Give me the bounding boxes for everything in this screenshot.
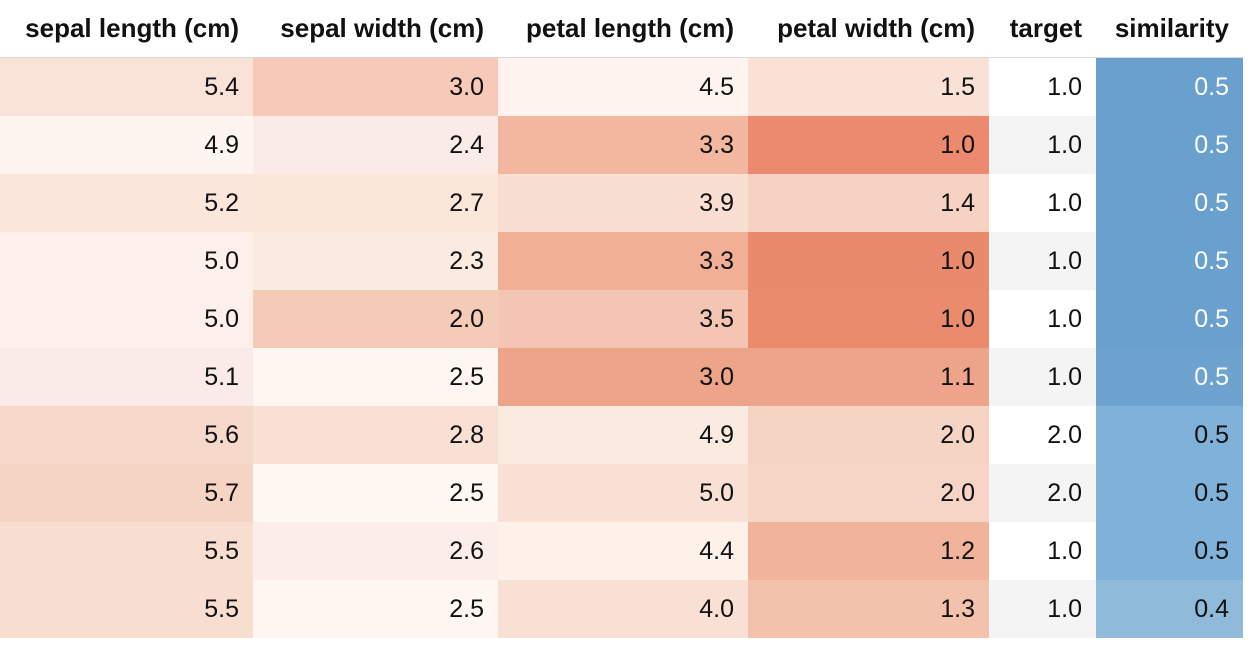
cell-sepal-length: 5.0 [0, 290, 253, 348]
cell-similarity: 0.5 [1096, 174, 1243, 232]
cell-similarity: 0.4 [1096, 580, 1243, 638]
cell-target: 1.0 [989, 522, 1096, 580]
cell-target: 1.0 [989, 116, 1096, 174]
cell-similarity: 0.5 [1096, 464, 1243, 522]
cell-petal-width: 1.0 [748, 116, 989, 174]
cell-sepal-width: 2.5 [253, 348, 498, 406]
cell-sepal-width: 3.0 [253, 57, 498, 116]
cell-petal-length: 3.5 [498, 290, 748, 348]
cell-sepal-length: 5.1 [0, 348, 253, 406]
cell-petal-length: 4.4 [498, 522, 748, 580]
cell-sepal-length: 4.9 [0, 116, 253, 174]
cell-similarity: 0.5 [1096, 348, 1243, 406]
table-row: 5.1 2.5 3.0 1.1 1.0 0.5 [0, 348, 1243, 406]
cell-petal-length: 4.5 [498, 57, 748, 116]
column-header-sepal-width[interactable]: sepal width (cm) [253, 0, 498, 58]
cell-sepal-width: 2.6 [253, 522, 498, 580]
similarity-table: sepal length (cm) sepal width (cm) petal… [0, 0, 1243, 638]
cell-sepal-width: 2.8 [253, 406, 498, 464]
cell-sepal-length: 5.5 [0, 580, 253, 638]
cell-petal-length: 3.9 [498, 174, 748, 232]
cell-similarity: 0.5 [1096, 232, 1243, 290]
cell-sepal-width: 2.7 [253, 174, 498, 232]
cell-petal-length: 3.3 [498, 232, 748, 290]
column-header-petal-length[interactable]: petal length (cm) [498, 0, 748, 58]
header-row: sepal length (cm) sepal width (cm) petal… [0, 0, 1243, 58]
cell-petal-length: 3.3 [498, 116, 748, 174]
table-row: 5.5 2.5 4.0 1.3 1.0 0.4 [0, 580, 1243, 638]
cell-sepal-width: 2.3 [253, 232, 498, 290]
cell-target: 1.0 [989, 57, 1096, 116]
table-row: 5.2 2.7 3.9 1.4 1.0 0.5 [0, 174, 1243, 232]
cell-petal-width: 1.2 [748, 522, 989, 580]
cell-sepal-length: 5.7 [0, 464, 253, 522]
cell-sepal-length: 5.6 [0, 406, 253, 464]
cell-sepal-width: 2.4 [253, 116, 498, 174]
cell-sepal-length: 5.2 [0, 174, 253, 232]
cell-petal-length: 5.0 [498, 464, 748, 522]
table-row: 5.6 2.8 4.9 2.0 2.0 0.5 [0, 406, 1243, 464]
cell-petal-width: 1.0 [748, 290, 989, 348]
cell-target: 2.0 [989, 464, 1096, 522]
table-row: 5.0 2.3 3.3 1.0 1.0 0.5 [0, 232, 1243, 290]
column-header-target[interactable]: target [989, 0, 1096, 58]
cell-target: 2.0 [989, 406, 1096, 464]
cell-petal-width: 1.4 [748, 174, 989, 232]
cell-petal-width: 1.0 [748, 232, 989, 290]
cell-sepal-width: 2.5 [253, 580, 498, 638]
cell-sepal-width: 2.0 [253, 290, 498, 348]
cell-similarity: 0.5 [1096, 116, 1243, 174]
cell-sepal-length: 5.4 [0, 57, 253, 116]
cell-petal-length: 4.9 [498, 406, 748, 464]
cell-petal-width: 2.0 [748, 464, 989, 522]
column-header-sepal-length[interactable]: sepal length (cm) [0, 0, 253, 58]
cell-petal-width: 1.3 [748, 580, 989, 638]
table-row: 5.7 2.5 5.0 2.0 2.0 0.5 [0, 464, 1243, 522]
column-header-petal-width[interactable]: petal width (cm) [748, 0, 989, 58]
cell-petal-width: 1.1 [748, 348, 989, 406]
cell-petal-length: 3.0 [498, 348, 748, 406]
cell-target: 1.0 [989, 348, 1096, 406]
table-body: 5.4 3.0 4.5 1.5 1.0 0.5 4.9 2.4 3.3 1.0 1.0 0.5 5.2 2… [0, 57, 1243, 638]
cell-similarity: 0.5 [1096, 406, 1243, 464]
cell-sepal-width: 2.5 [253, 464, 498, 522]
cell-sepal-length: 5.0 [0, 232, 253, 290]
cell-sepal-length: 5.5 [0, 522, 253, 580]
cell-petal-length: 4.0 [498, 580, 748, 638]
table-row: 5.5 2.6 4.4 1.2 1.0 0.5 [0, 522, 1243, 580]
cell-petal-width: 2.0 [748, 406, 989, 464]
cell-target: 1.0 [989, 580, 1096, 638]
column-header-similarity[interactable]: similarity [1096, 0, 1243, 58]
cell-target: 1.0 [989, 232, 1096, 290]
table-row: 5.0 2.0 3.5 1.0 1.0 0.5 [0, 290, 1243, 348]
table-row: 5.4 3.0 4.5 1.5 1.0 0.5 [0, 57, 1243, 116]
table-row: 4.9 2.4 3.3 1.0 1.0 0.5 [0, 116, 1243, 174]
cell-similarity: 0.5 [1096, 57, 1243, 116]
cell-similarity: 0.5 [1096, 522, 1243, 580]
cell-target: 1.0 [989, 174, 1096, 232]
cell-similarity: 0.5 [1096, 290, 1243, 348]
cell-target: 1.0 [989, 290, 1096, 348]
cell-petal-width: 1.5 [748, 57, 989, 116]
